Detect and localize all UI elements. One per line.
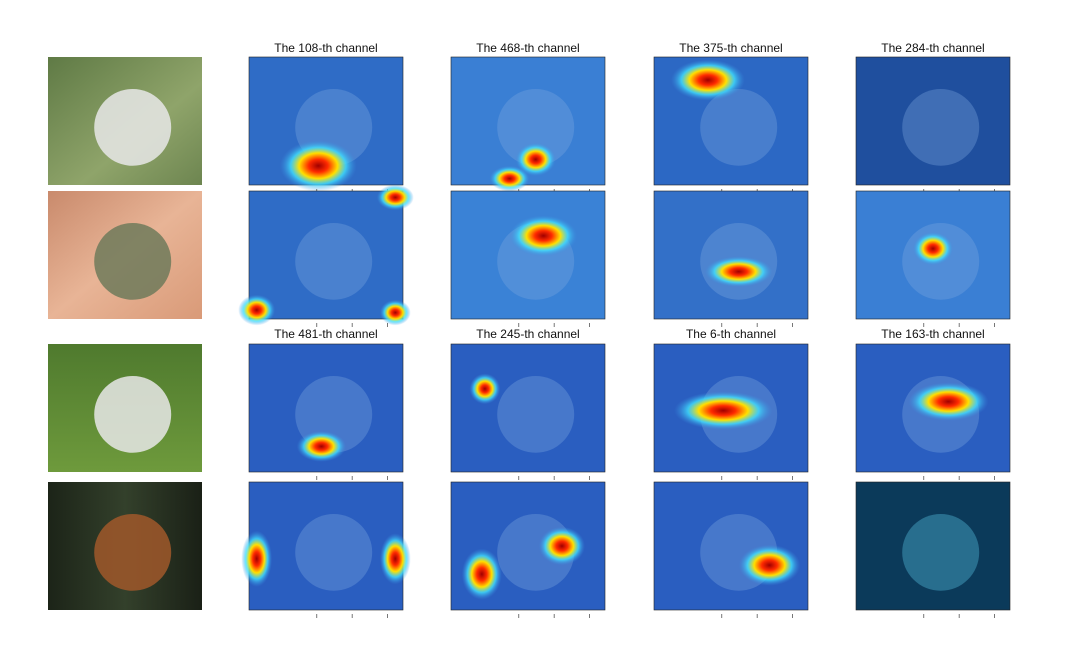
heatmap bbox=[653, 190, 809, 320]
heatmap bbox=[855, 56, 1011, 186]
overlay-subject bbox=[700, 89, 778, 166]
heatmap bbox=[653, 481, 809, 611]
photo-subject bbox=[94, 514, 172, 591]
channel-title: The 481-th channel bbox=[274, 327, 377, 341]
heatmap bbox=[450, 343, 606, 473]
overlay-subject bbox=[295, 514, 373, 591]
activation bbox=[279, 140, 357, 192]
channel-title: The 284-th channel bbox=[881, 41, 984, 55]
overlay-subject bbox=[497, 89, 575, 166]
overlay-subject bbox=[497, 376, 575, 453]
overlay-subject bbox=[295, 223, 373, 300]
heatmap bbox=[855, 481, 1011, 611]
overlay-subject bbox=[902, 514, 980, 591]
activation bbox=[738, 544, 801, 586]
activation bbox=[538, 526, 585, 566]
activation bbox=[509, 215, 578, 257]
photo-subject bbox=[94, 376, 172, 453]
photo-subject bbox=[94, 223, 172, 300]
activation bbox=[461, 548, 502, 600]
activation bbox=[379, 299, 411, 326]
activation bbox=[469, 373, 501, 405]
heatmap bbox=[450, 190, 606, 320]
overlay-subject bbox=[902, 89, 980, 166]
activation bbox=[296, 431, 347, 462]
activation bbox=[515, 142, 556, 177]
activation bbox=[241, 530, 273, 587]
channel-title: The 375-th channel bbox=[679, 41, 782, 55]
channel-title: The 108-th channel bbox=[274, 41, 377, 55]
channel-title: The 468-th channel bbox=[476, 41, 579, 55]
activation bbox=[238, 294, 276, 326]
activation bbox=[704, 256, 773, 288]
channel-title: The 245-th channel bbox=[476, 327, 579, 341]
activation bbox=[674, 391, 773, 430]
activation bbox=[376, 184, 414, 211]
activation bbox=[912, 231, 954, 266]
activation bbox=[670, 59, 745, 101]
channel-title: The 6-th channel bbox=[686, 327, 776, 341]
channel-title: The 163-th channel bbox=[881, 327, 984, 341]
activation bbox=[489, 165, 530, 192]
activation bbox=[379, 533, 411, 585]
activation bbox=[908, 382, 989, 421]
heatmap bbox=[248, 190, 404, 320]
photo-subject bbox=[94, 89, 172, 166]
heatmap bbox=[248, 481, 404, 611]
